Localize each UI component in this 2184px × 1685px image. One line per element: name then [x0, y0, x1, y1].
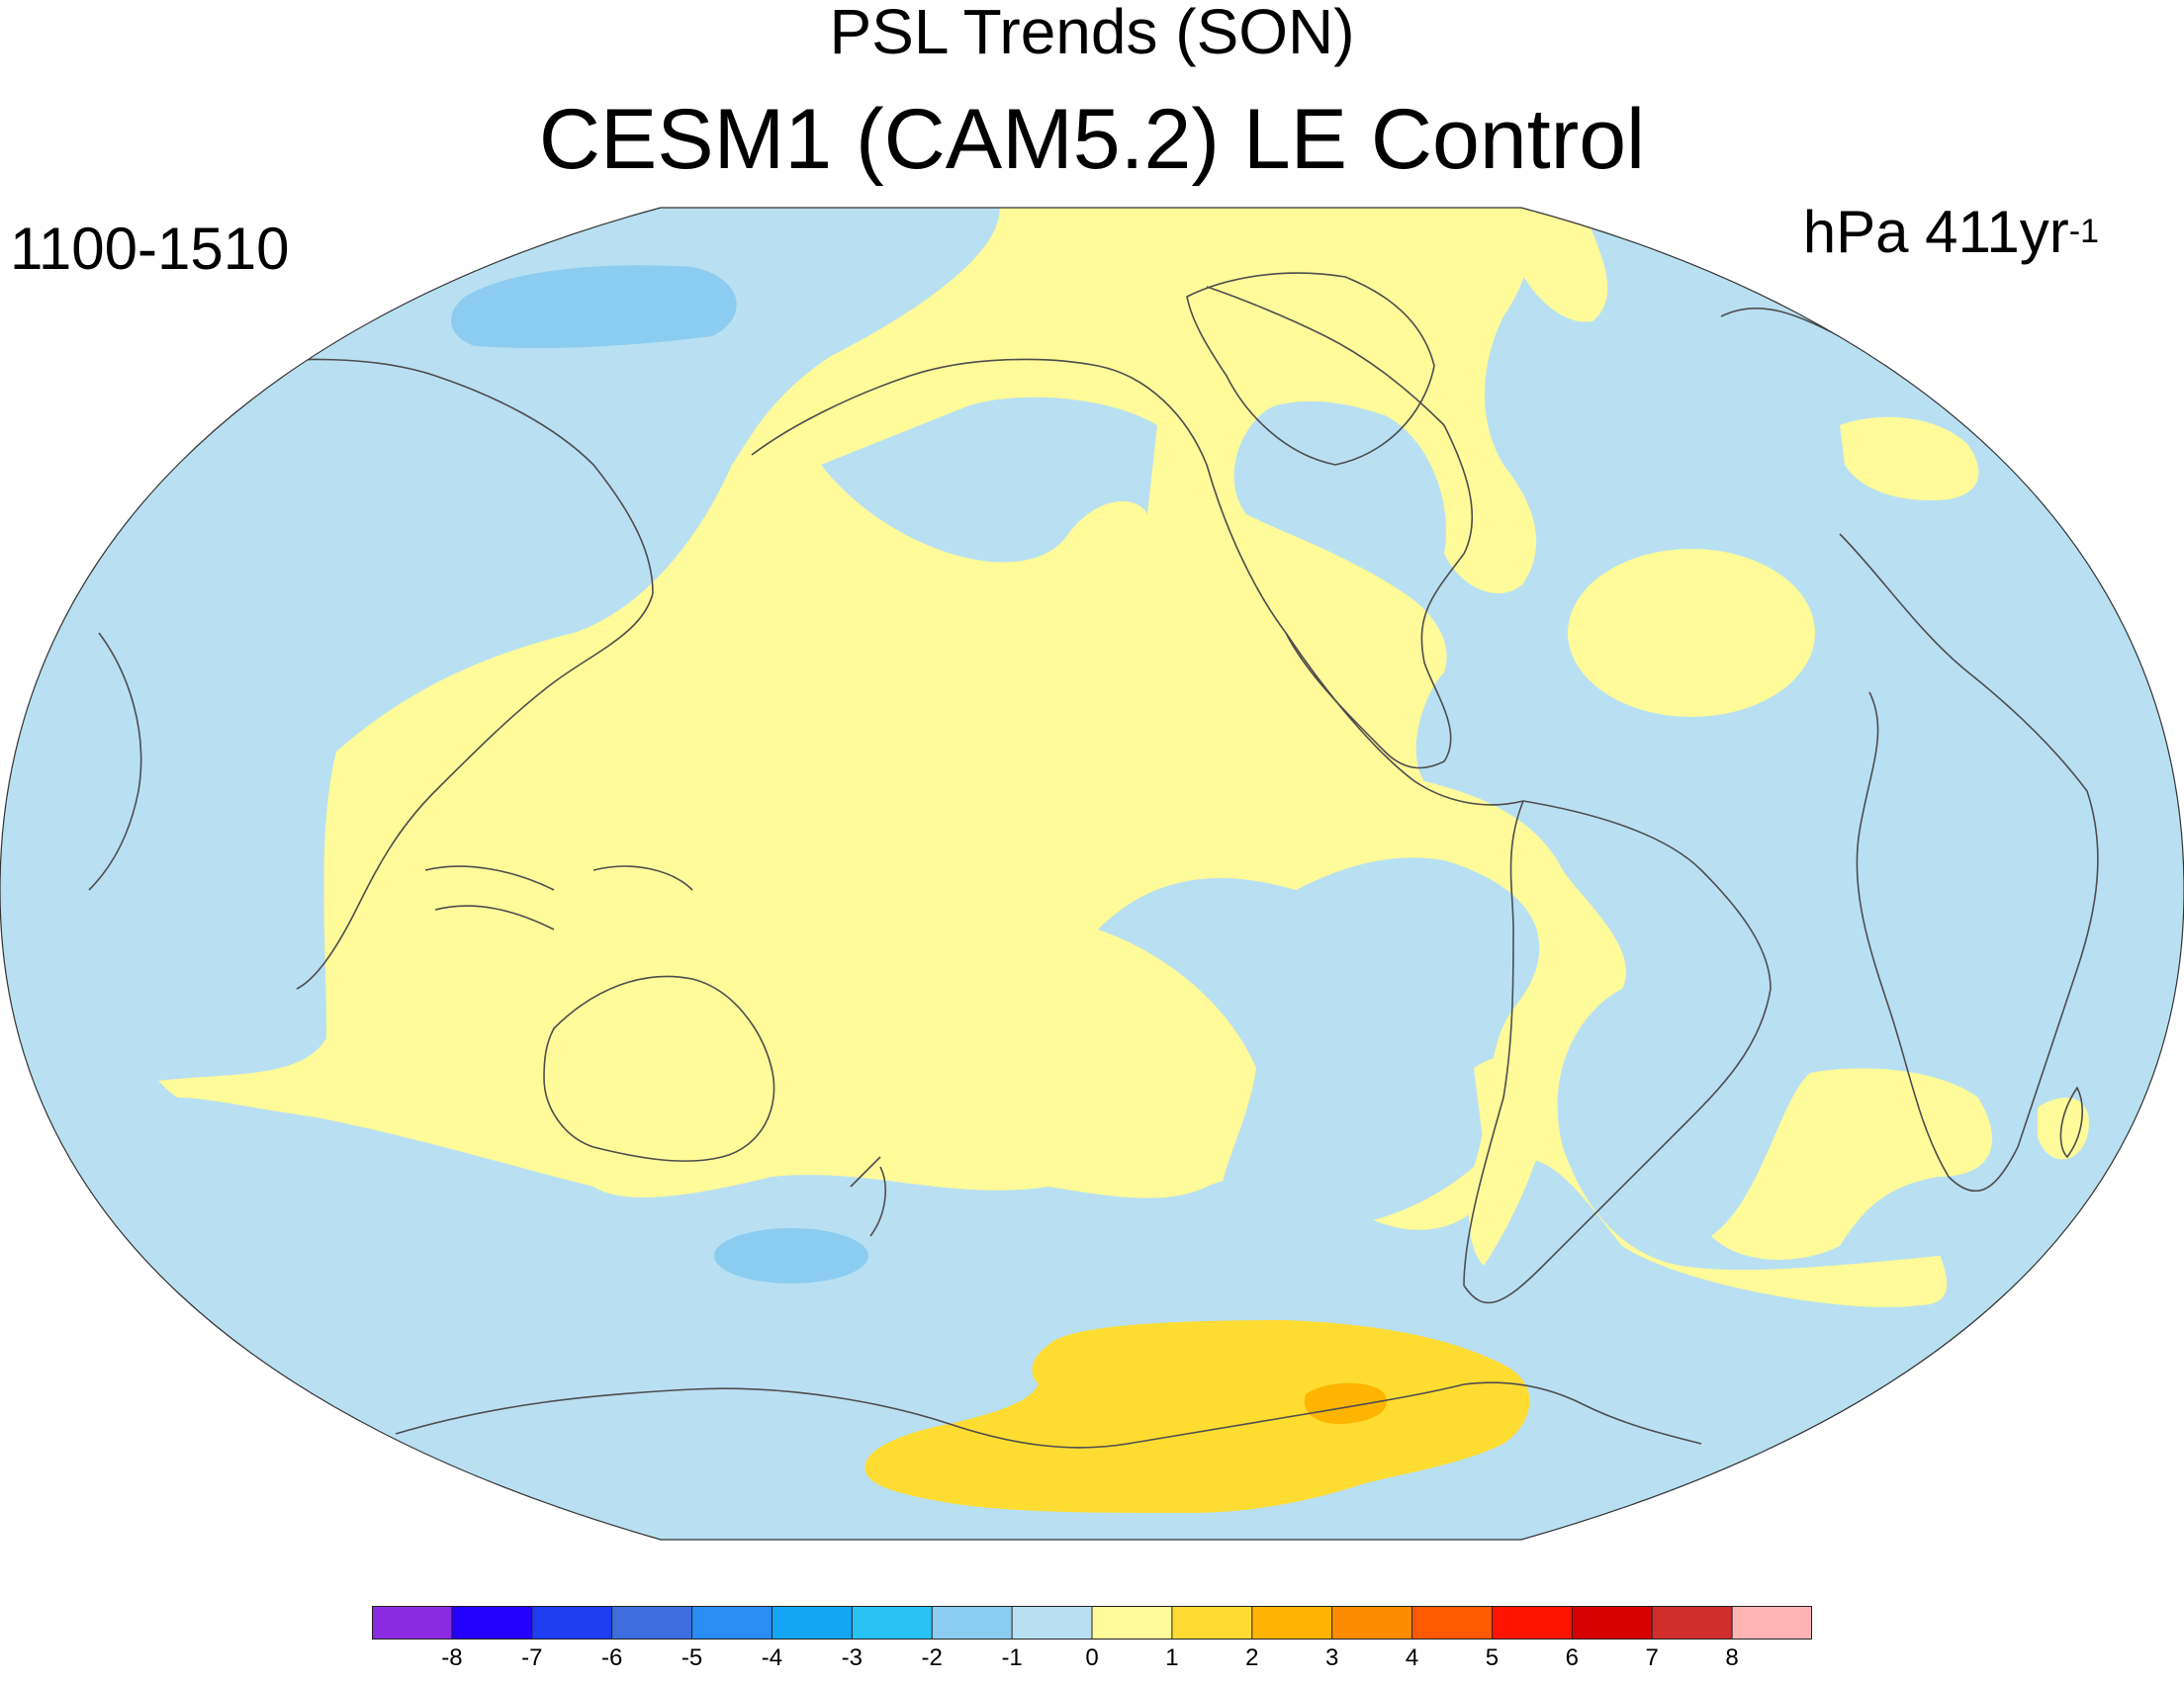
colorbar-tick-label: 5 — [1485, 1644, 1500, 1671]
colorbar-tick-label: 0 — [1085, 1644, 1099, 1671]
field-neg2-south-pacific — [714, 1228, 868, 1284]
colorbar-swatch — [932, 1606, 1013, 1640]
colorbar-tick-label: 1 — [1165, 1644, 1179, 1671]
colorbar-swatch — [531, 1606, 613, 1640]
field-neg-north-pacific — [821, 397, 1157, 563]
field-pos-greenland — [1513, 208, 1608, 322]
colorbar-tick-label: 4 — [1405, 1644, 1419, 1671]
coast-indonesia — [424, 865, 693, 931]
colorbar-swatch — [772, 1606, 853, 1640]
coast-madagascar — [2059, 1086, 2083, 1159]
units-superscript: -1 — [2068, 213, 2099, 250]
field-pos2-antarctic — [864, 1320, 1530, 1513]
field-pos-north-atlantic — [1568, 549, 1815, 717]
colorbar-tick-label: -4 — [761, 1644, 783, 1671]
colorbar-tick-label: -2 — [921, 1644, 943, 1671]
colorbar-swatch — [372, 1606, 453, 1640]
colorbar-swatch — [1652, 1606, 1733, 1640]
colorbar-tick-label: 3 — [1324, 1644, 1339, 1671]
colorbar-tick-label: -1 — [1001, 1644, 1023, 1671]
colorbar-swatch — [1171, 1606, 1253, 1640]
field-neg2-siberia — [451, 265, 737, 348]
colorbar-swatch — [1012, 1606, 1093, 1640]
colorbar-tick-label: 7 — [1645, 1644, 1659, 1671]
colorbar-tick-label: 6 — [1565, 1644, 1580, 1671]
colorbar-swatch — [1411, 1606, 1493, 1640]
title-line1: PSL Trends (SON) — [829, 0, 1355, 67]
colorbar-swatch — [1092, 1606, 1173, 1640]
colorbar-swatch — [691, 1606, 773, 1640]
colorbar-swatch — [852, 1606, 933, 1640]
colorbar-swatch — [1492, 1606, 1573, 1640]
coast-antarctica — [395, 1381, 1702, 1449]
coast-central-america — [1285, 632, 1524, 806]
units-label: hPa 411yr-1 — [1803, 203, 2099, 271]
field-neg-west — [0, 208, 1000, 1091]
colorbar-tick-label: -6 — [600, 1644, 623, 1671]
field-neg-indian — [0, 989, 2184, 1540]
colorbar-swatch — [1331, 1606, 1413, 1640]
field-neg-south-pacific — [1098, 857, 1540, 1230]
colorbar-tick-label: -8 — [441, 1644, 463, 1671]
field-pos-europe — [1840, 416, 1979, 500]
colorbar-labels: -8 -7 -6 -5 -4 -3 -2 -1 0 1 2 3 4 5 6 7 8 — [372, 1645, 1812, 1685]
field-pos3-antarctic — [1304, 1382, 1387, 1424]
colorbar-swatch — [611, 1606, 693, 1640]
field-pos-south-america — [1469, 1054, 1553, 1266]
colorbar-swatch — [451, 1606, 533, 1640]
coast-south-america — [1463, 800, 1772, 1304]
colorbar — [372, 1606, 1812, 1640]
coast-new-zealand — [850, 1156, 886, 1237]
colorbar-tick-label: 2 — [1245, 1644, 1259, 1671]
field-pos-arabia — [2038, 1098, 2089, 1160]
colorbar-swatch — [1572, 1606, 1653, 1640]
period-label: 1100-1510 — [10, 216, 290, 282]
units-text: hPa 411yr — [1802, 199, 2069, 265]
coast-australia — [543, 975, 775, 1162]
coast-india — [88, 632, 142, 891]
colorbar-tick-label: -3 — [841, 1644, 863, 1671]
coast-greenland — [1186, 272, 1435, 466]
map-border — [0, 207, 2184, 1541]
coast-africa — [1839, 533, 2099, 1193]
title-line2: CESM1 (CAM5.2) LE Control — [538, 92, 1646, 187]
colorbar-swatch — [1251, 1606, 1333, 1640]
colorbar-tick-label: 8 — [1725, 1644, 1739, 1671]
colorbar-swatch — [1732, 1606, 1812, 1640]
world-map — [0, 207, 2184, 1541]
colorbar-tick-label: -7 — [521, 1644, 543, 1671]
coast-north-america — [751, 286, 1473, 769]
colorbar-tick-label: -5 — [681, 1644, 703, 1671]
